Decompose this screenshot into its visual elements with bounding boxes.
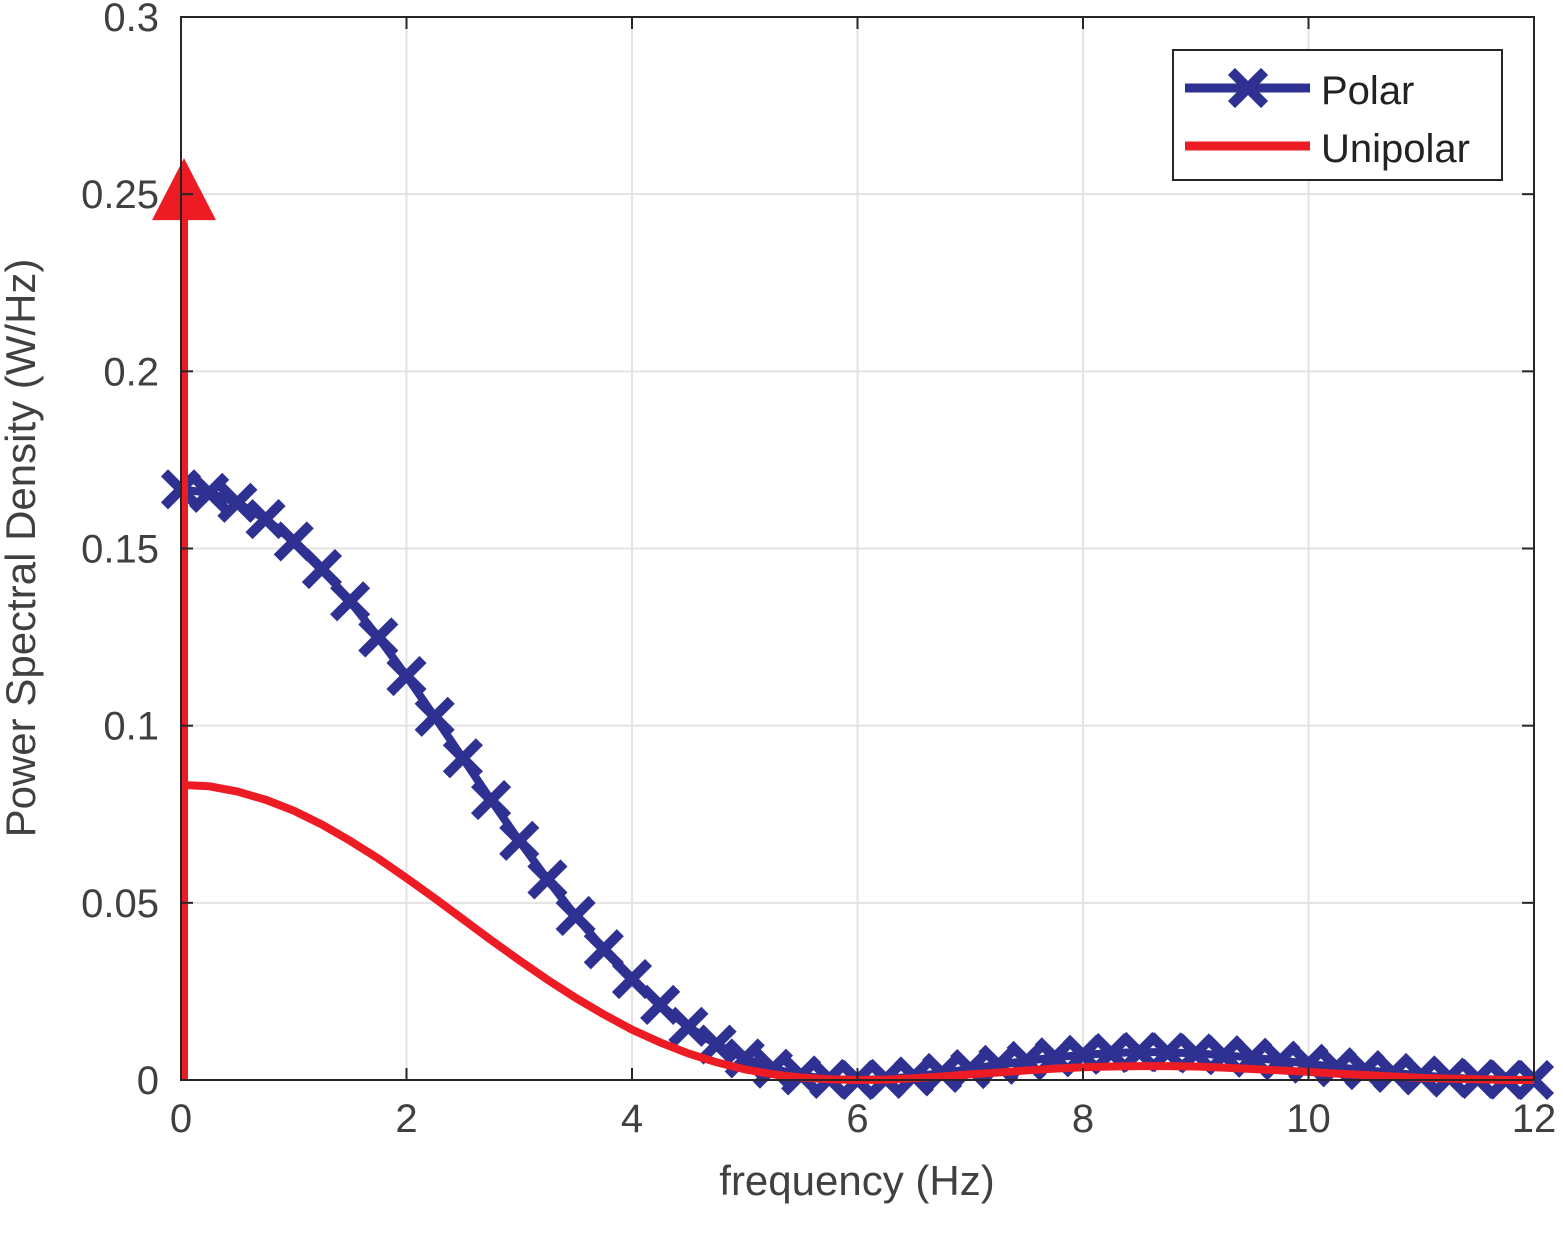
x-tick-label: 8 <box>1072 1097 1094 1141</box>
polar-marker-x-icon <box>386 655 427 697</box>
polar-marker-x-icon <box>1091 1032 1132 1074</box>
polar-marker-x-icon <box>470 780 512 821</box>
x-tick-label: 12 <box>1512 1097 1557 1141</box>
polar-marker-x-icon <box>330 581 371 622</box>
y-tick-label: 0 <box>137 1059 159 1103</box>
polar-marker-x-icon <box>245 499 286 540</box>
polar-marker-x-icon <box>611 958 653 1000</box>
polar-marker-x-icon <box>442 738 483 779</box>
polar-marker-x-icon <box>696 1024 737 1065</box>
series-layer <box>152 158 1555 1101</box>
y-tick-label: 0.1 <box>103 705 159 749</box>
polar-marker-x-icon <box>301 548 343 590</box>
y-tick-label: 0.15 <box>81 528 159 572</box>
polar-marker-x-icon <box>1227 67 1269 109</box>
polar-marker-x-icon <box>358 617 399 658</box>
polar-marker-x-icon <box>668 1006 709 1047</box>
ticks: 0 2 4 6 8 10 12 0 0.05 0.1 0.15 0.2 0.25 0.3 <box>81 0 1556 1141</box>
x-tick-label: 6 <box>846 1097 868 1141</box>
polar-marker-x-icon <box>527 859 568 900</box>
polar-marker-x-icon <box>555 895 596 937</box>
x-tick-label: 10 <box>1286 1097 1331 1141</box>
polar-marker-x-icon <box>414 696 455 737</box>
y-tick-label: 0.2 <box>103 350 159 394</box>
legend-polar-label: Polar <box>1321 69 1414 113</box>
x-tick-label: 4 <box>621 1097 643 1141</box>
x-tick-label: 0 <box>170 1097 192 1141</box>
y-tick-label: 0.3 <box>103 0 159 40</box>
polar-marker-x-icon <box>1119 1031 1160 1073</box>
legend: Polar Unipolar <box>1172 49 1503 181</box>
x-axis-label: frequency (Hz) <box>719 1157 994 1204</box>
legend-unipolar-label: Unipolar <box>1321 127 1470 171</box>
legend-box <box>1172 49 1503 181</box>
impulse-arrowhead-icon <box>152 158 216 221</box>
y-tick-label: 0.05 <box>81 882 159 926</box>
polar-marker-x-icon <box>1147 1032 1188 1073</box>
polar-marker-x-icon <box>583 929 624 970</box>
polar-marker-x-icon <box>189 472 230 513</box>
polar-marker-x-icon <box>217 482 258 523</box>
y-axis-label: Power Spectral Density (W/Hz) <box>0 259 44 838</box>
x-tick-label: 2 <box>395 1097 417 1141</box>
y-tick-label: 0.25 <box>81 173 159 217</box>
polar-marker-x-icon <box>1175 1033 1216 1074</box>
polar-marker-x-icon <box>273 521 314 562</box>
polar-marker-x-icon <box>499 820 540 861</box>
legend-polar-marker <box>1227 67 1269 109</box>
